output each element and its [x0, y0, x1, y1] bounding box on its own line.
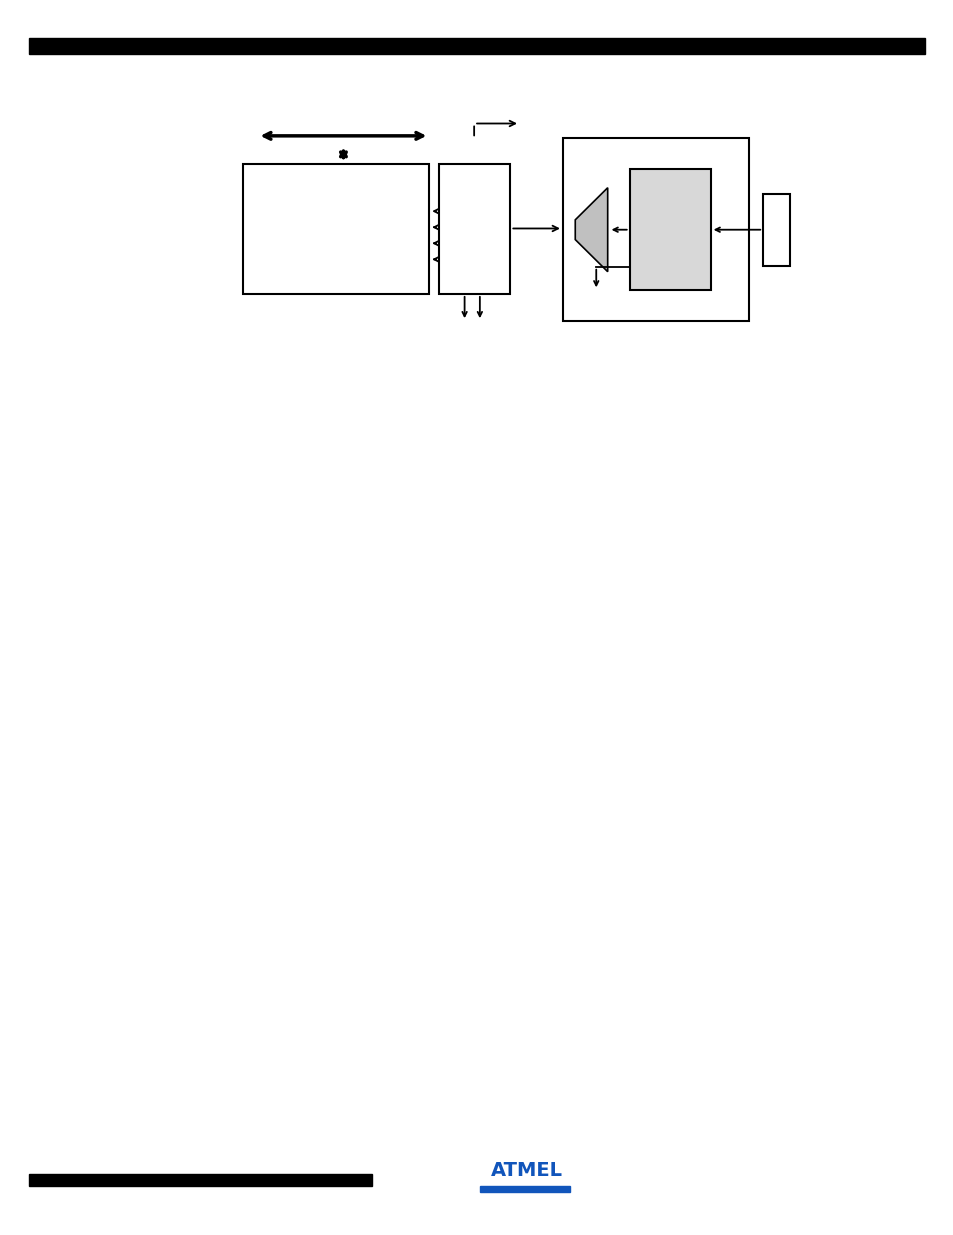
Bar [29, 1174, 372, 1186]
Polygon shape [575, 188, 607, 272]
Bar [479, 1186, 570, 1192]
Bar [562, 138, 748, 321]
Bar [29, 38, 924, 54]
Bar [629, 169, 710, 290]
Bar [243, 164, 429, 294]
Bar [438, 164, 510, 294]
Text: ATMEL: ATMEL [490, 1161, 562, 1181]
Bar [762, 194, 789, 266]
